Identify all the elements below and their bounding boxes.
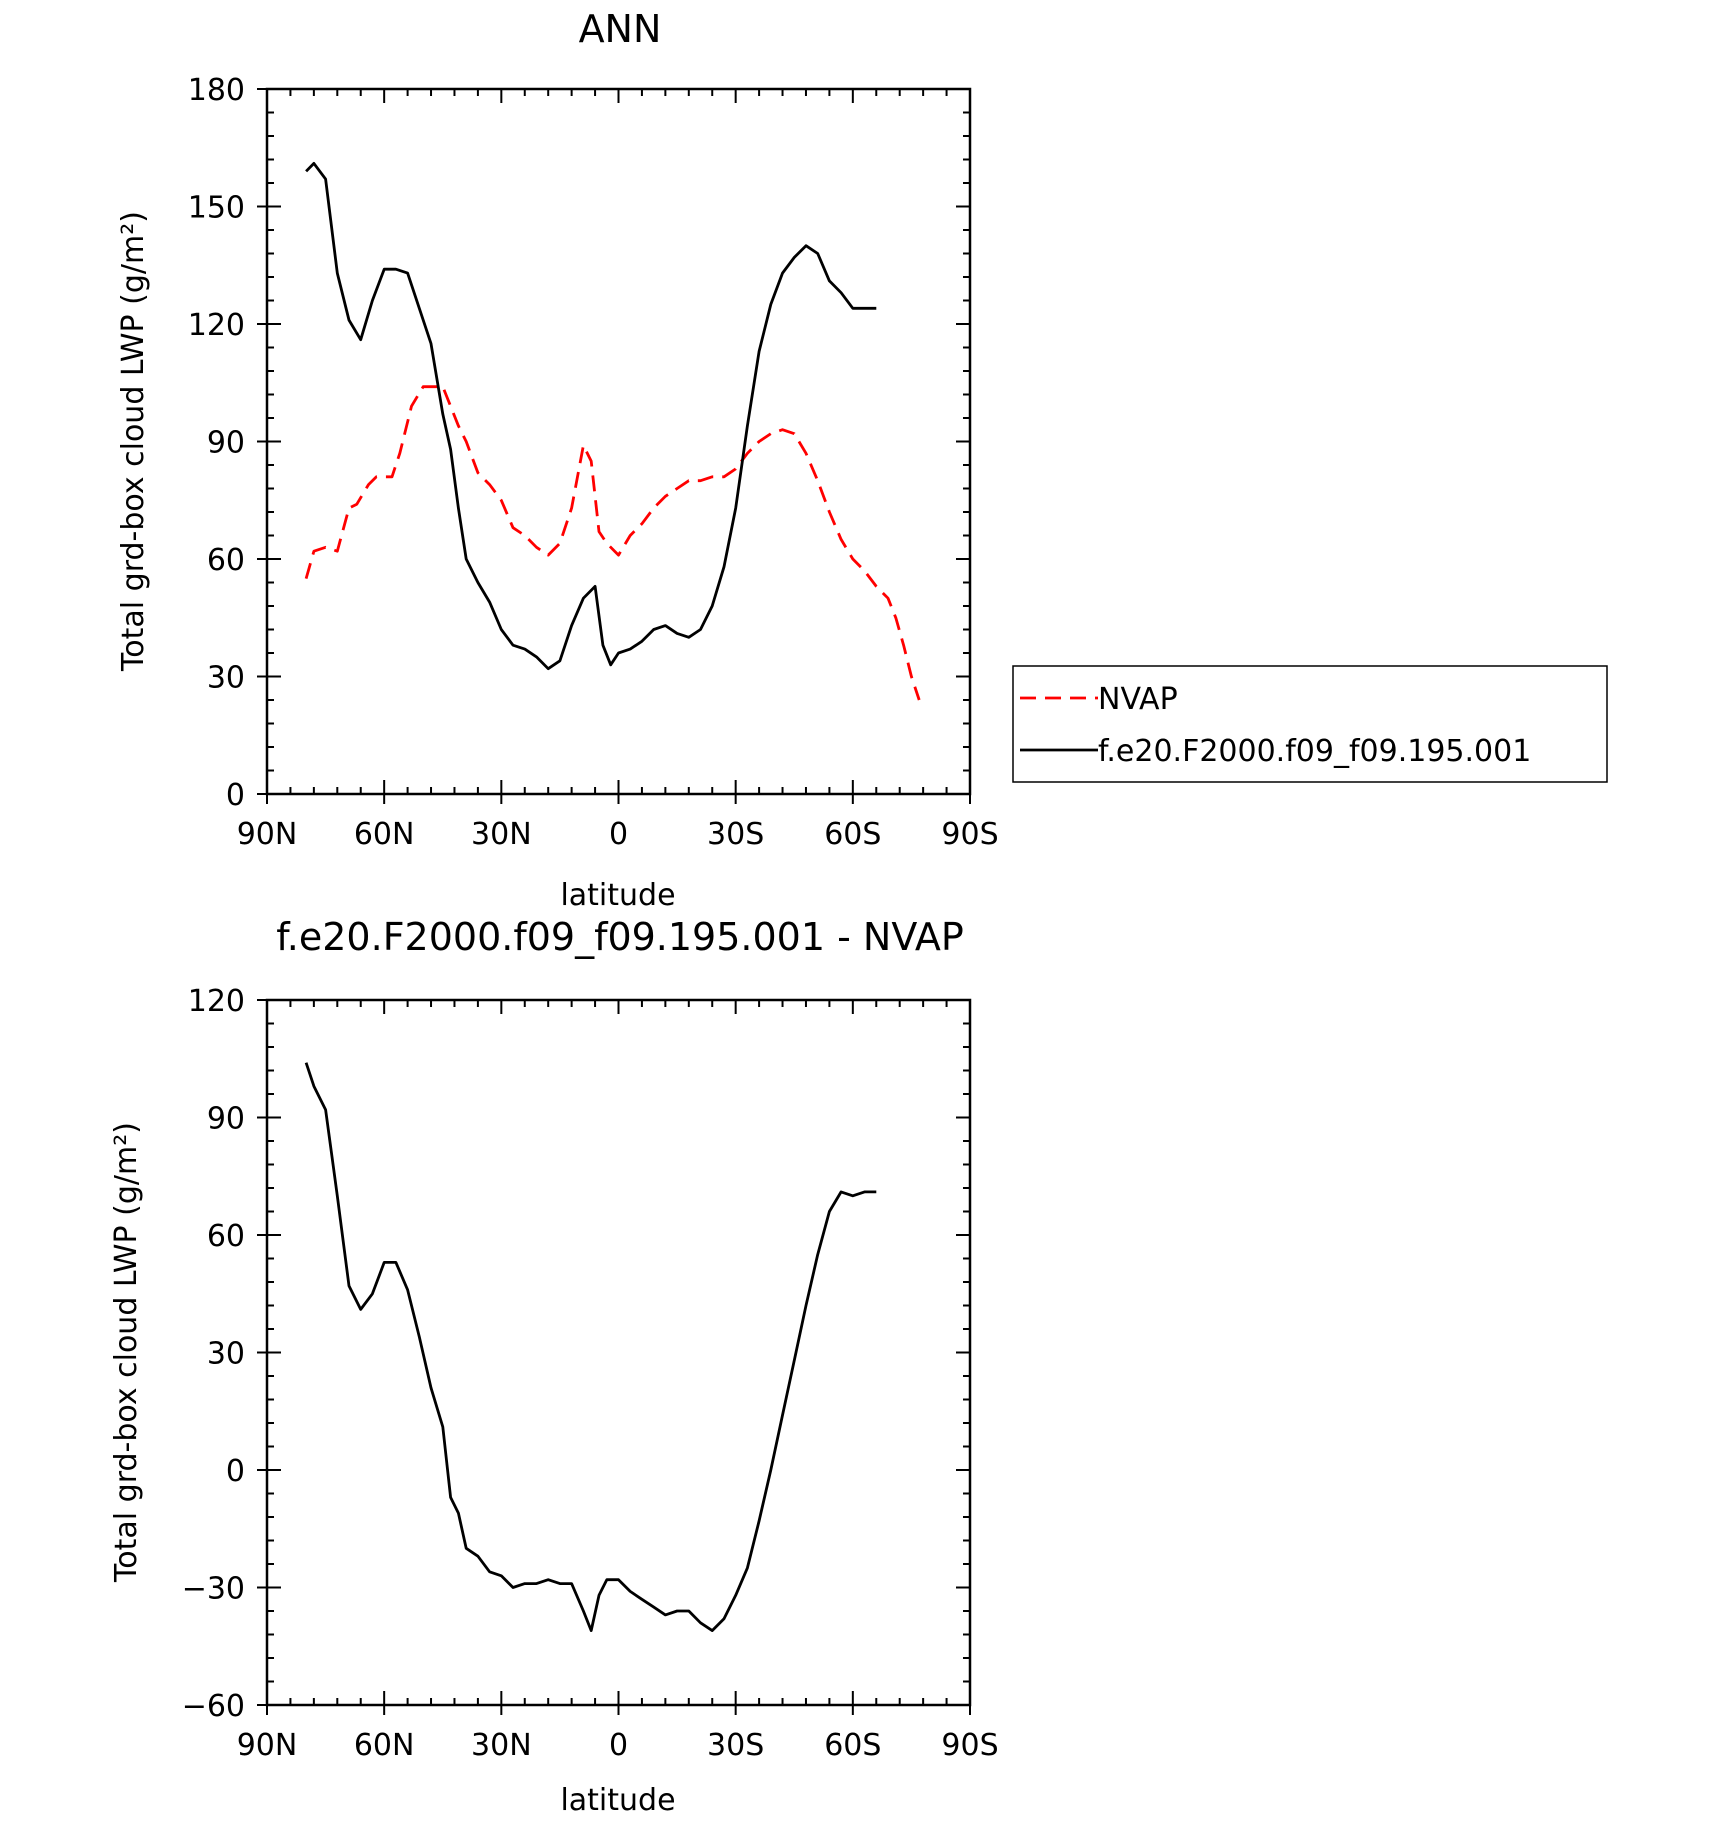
- panel-top-x-axis-label: latitude: [560, 878, 675, 913]
- panel-bottom-x-tick-label: 60S: [824, 1728, 881, 1763]
- panel-bottom-series-line-0: [304, 1062, 877, 1632]
- panel-top-x-tick-label: 30S: [707, 817, 764, 852]
- panel-bottom-x-axis-label: latitude: [560, 1783, 675, 1816]
- panel-top-series-line-0: [304, 385, 921, 701]
- panel-top-y-tick-label: 120: [188, 308, 245, 343]
- panel-top-x-tick-label: 0: [609, 817, 628, 852]
- panel-top-x-tick-label: 60N: [354, 817, 415, 852]
- panel-bottom-y-tick-label: 0: [226, 1454, 245, 1489]
- panel-top-x-tick-label: 90S: [941, 817, 998, 852]
- panel-top-x-tick-label: 90N: [237, 817, 298, 852]
- panel-bottom-y-tick-label: −30: [182, 1572, 245, 1607]
- panel-top-y-tick-label: 30: [207, 661, 245, 696]
- panel-bottom-y-tick-label: −60: [182, 1689, 245, 1724]
- legend-label-model: f.e20.F2000.f09_f09.195.001: [1098, 734, 1531, 769]
- panel-top-x-tick-label: 30N: [471, 817, 532, 852]
- panel-top-x-tick-label: 60S: [824, 817, 881, 852]
- panel-bottom-x-tick-label: 90N: [237, 1728, 298, 1763]
- panel-bottom-y-tick-label: 120: [188, 984, 245, 1019]
- panel-bottom-y-tick-label: 60: [207, 1219, 245, 1254]
- panel-bottom-x-tick-label: 90S: [941, 1728, 998, 1763]
- legend-label-nvap: NVAP: [1098, 682, 1178, 717]
- panel-bottom-chart: f.e20.F2000.f09_f09.195.001 - NVAP −60 −3…: [109, 915, 999, 1818]
- panel-top-y-tick-label: 90: [207, 426, 245, 461]
- panel-bottom-x-tick-label: 0: [609, 1728, 628, 1763]
- panel-bottom-y-axis-label: Total grd-box cloud LWP (g/m²): [109, 1122, 144, 1583]
- panel-bottom-plot-area: −60 −30 0 30 60 90 120 90N 60N 30N 0 30S 60S 90S: [182, 984, 999, 1763]
- panel-top-title: ANN: [579, 7, 662, 51]
- panel-bottom-y-tick-label: 90: [207, 1102, 245, 1137]
- panel-top-series-line-1: [305, 161, 877, 671]
- panel-top-y-tick-label: 180: [188, 73, 245, 108]
- panel-top-y-tick-label: 0: [226, 778, 245, 813]
- panel-top-y-tick-label: 60: [207, 543, 245, 578]
- panel-top-y-axis-label: Total grd-box cloud LWP (g/m²): [116, 211, 151, 672]
- panel-top-plot-area: 0 30 60 90 120 150 180 90N 60N 30N 0 30S 60S 90S: [188, 73, 999, 852]
- panel-top-frame: [265, 87, 972, 796]
- panel-bottom-x-tick-label: 30S: [707, 1728, 764, 1763]
- panel-bottom-x-tick-label: 30N: [471, 1728, 532, 1763]
- legend-box: [1012, 665, 1608, 783]
- panel-top-y-tick-label: 150: [188, 191, 245, 226]
- panel-bottom-frame: [265, 998, 972, 1707]
- panel-bottom-title: f.e20.F2000.f09_f09.195.001 - NVAP: [276, 915, 964, 959]
- panel-bottom-y-tick-label: 30: [207, 1337, 245, 1372]
- panel-bottom-x-tick-label: 60N: [354, 1728, 415, 1763]
- legend: NVAP f.e20.F2000.f09_f09.195.001: [1012, 665, 1608, 783]
